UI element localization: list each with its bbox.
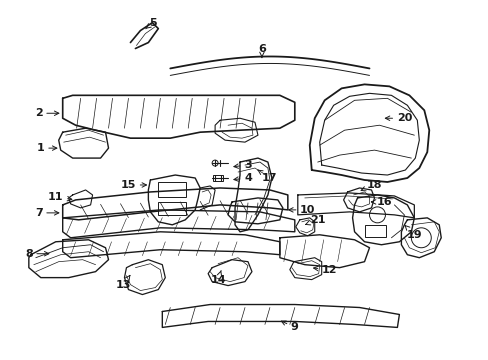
- Text: 18: 18: [361, 180, 382, 191]
- Text: 1: 1: [37, 143, 57, 153]
- Bar: [213, 175, 223, 181]
- Text: 2: 2: [35, 108, 59, 118]
- Text: 3: 3: [233, 160, 251, 170]
- Text: 21: 21: [305, 215, 325, 225]
- Text: 10: 10: [288, 205, 315, 215]
- Text: 8: 8: [25, 249, 49, 259]
- Text: 17: 17: [258, 170, 277, 183]
- Text: 5: 5: [145, 18, 157, 29]
- Text: 9: 9: [281, 321, 298, 332]
- Text: 7: 7: [35, 208, 59, 218]
- Text: 20: 20: [385, 113, 411, 123]
- Text: 14: 14: [210, 270, 225, 285]
- Text: 15: 15: [121, 180, 146, 190]
- Text: 6: 6: [258, 44, 265, 58]
- Text: 11: 11: [48, 192, 72, 202]
- Text: 12: 12: [313, 265, 337, 275]
- Bar: [158, 182, 186, 197]
- Text: 13: 13: [116, 275, 131, 289]
- Bar: [158, 202, 186, 215]
- Text: 4: 4: [233, 173, 251, 183]
- Bar: [364, 225, 386, 237]
- Text: 16: 16: [370, 197, 391, 207]
- Text: 19: 19: [404, 226, 421, 240]
